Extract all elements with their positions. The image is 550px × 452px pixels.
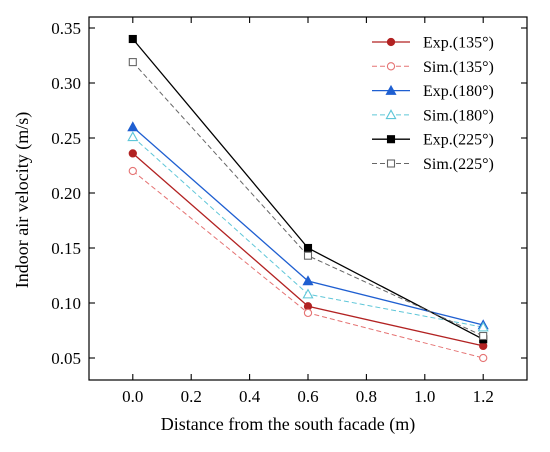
legend-marker <box>386 37 396 47</box>
x-tick-label: 0.2 <box>181 387 202 406</box>
y-tick-label: 0.25 <box>51 129 81 148</box>
data-point-exp-180 <box>302 275 314 286</box>
legend-label: Exp.(225°) <box>423 132 494 149</box>
legend-label: Exp.(180°) <box>423 83 494 100</box>
legend: Exp.(135°) Sim.(135°) Exp.(180°) Sim.(180°)… <box>372 35 494 173</box>
data-point-sim-135 <box>303 308 313 318</box>
y-tick-label: 0.15 <box>51 239 81 258</box>
x-tick-label: 1.0 <box>414 387 435 406</box>
legend-label: Exp.(135°) <box>423 35 494 52</box>
data-point-sim-225 <box>303 251 313 260</box>
x-tick-label: 0.8 <box>356 387 377 406</box>
data-point-sim-180 <box>302 288 314 299</box>
data-point-exp-225 <box>303 243 313 253</box>
legend-label: Sim.(225°) <box>423 156 494 173</box>
y-axis-ticks: 0.05 0.10 0.15 0.20 0.25 0.30 0.35 <box>51 19 527 368</box>
data-point-sim-180 <box>477 321 489 332</box>
data-point-sim-225 <box>128 58 137 67</box>
x-axis-title: Distance from the south facade (m) <box>161 414 415 435</box>
y-axis-title: Indoor air velocity (m/s) <box>12 112 33 288</box>
data-point-sim-135 <box>128 166 137 176</box>
legend-marker <box>385 109 397 120</box>
x-tick-label: 0.4 <box>239 387 261 406</box>
plot-markers <box>127 34 489 363</box>
y-tick-label: 0.35 <box>51 19 81 38</box>
y-tick-label: 0.30 <box>51 74 81 93</box>
data-point-exp-135 <box>479 341 488 351</box>
legend-label: Sim.(180°) <box>423 107 494 124</box>
data-point-sim-225 <box>479 331 488 341</box>
legend-marker <box>386 159 396 168</box>
legend-marker <box>386 62 396 71</box>
data-point-exp-225 <box>128 34 137 44</box>
x-axis-ticks: 0.0 0.2 0.4 0.6 0.8 1.0 1.2 <box>122 17 494 406</box>
legend-label: Sim.(135°) <box>423 59 494 76</box>
data-point-exp-180 <box>127 121 139 132</box>
y-tick-label: 0.10 <box>51 294 81 313</box>
data-point-exp-135 <box>128 149 137 158</box>
data-point-sim-180 <box>127 131 139 142</box>
y-tick-label: 0.05 <box>51 349 81 368</box>
x-tick-label: 1.2 <box>473 387 494 406</box>
data-point-sim-135 <box>479 353 488 363</box>
y-tick-label: 0.20 <box>51 184 81 203</box>
x-tick-label: 0.0 <box>122 387 143 406</box>
legend-marker <box>386 135 396 144</box>
x-tick-label: 0.6 <box>297 387 318 406</box>
legend-marker <box>385 84 397 95</box>
